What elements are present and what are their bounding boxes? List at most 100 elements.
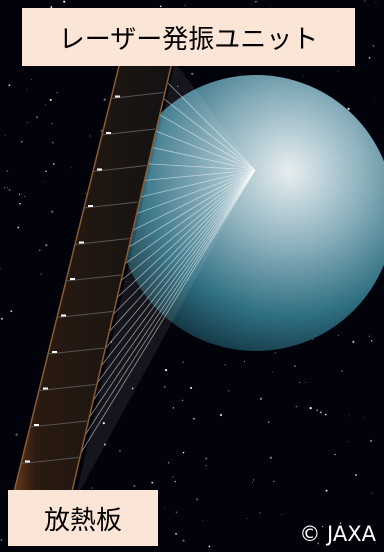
laser-beams: [54, 62, 256, 500]
star: [26, 121, 28, 123]
star: [112, 550, 114, 552]
segment-light: [115, 95, 120, 98]
star: [246, 518, 248, 519]
star: [182, 399, 184, 401]
top-label: レーザー発振ユニット: [22, 8, 355, 66]
segment-light: [43, 387, 48, 390]
star: [174, 532, 178, 535]
star: [56, 91, 58, 93]
star: [164, 368, 168, 372]
star: [49, 98, 52, 101]
beam: [136, 123, 256, 171]
star: [52, 163, 55, 165]
star: [89, 135, 91, 137]
star: [167, 462, 170, 464]
segment-light: [61, 314, 66, 317]
star: [316, 409, 318, 412]
star: [191, 72, 194, 75]
star: [244, 361, 246, 362]
star: [254, 0, 257, 3]
star: [281, 513, 283, 515]
beam: [89, 169, 256, 339]
star: [348, 415, 350, 417]
beam: [84, 169, 256, 359]
beam: [54, 169, 256, 496]
star: [30, 78, 32, 80]
star: [182, 451, 185, 454]
star: [51, 210, 54, 213]
star: [305, 381, 307, 383]
star: [251, 481, 253, 483]
segment-light: [79, 241, 84, 244]
star: [90, 487, 93, 489]
segment-light: [88, 205, 93, 207]
star: [347, 441, 349, 443]
star: [103, 98, 106, 101]
star: [354, 473, 357, 476]
star: [10, 310, 13, 313]
star: [303, 74, 305, 76]
beam: [110, 169, 256, 242]
beam: [67, 169, 256, 437]
beam: [106, 169, 256, 261]
star: [299, 382, 301, 384]
star: [295, 405, 298, 408]
star: [6, 170, 9, 172]
segment-light: [97, 168, 102, 171]
star: [227, 390, 230, 392]
star: [267, 421, 270, 423]
star: [182, 539, 185, 542]
star: [26, 88, 28, 90]
star: [294, 365, 296, 367]
star: [190, 386, 193, 389]
star: [202, 520, 204, 521]
star: [208, 545, 211, 548]
star: [42, 180, 44, 182]
star: [40, 273, 42, 275]
star: [325, 489, 328, 492]
star: [45, 244, 48, 247]
star: [125, 281, 127, 283]
star: [133, 484, 136, 487]
star: [8, 84, 11, 87]
star: [159, 5, 162, 8]
star: [50, 6, 53, 9]
star: [175, 511, 178, 514]
star: [324, 413, 327, 416]
segment-light: [34, 424, 39, 426]
star: [21, 140, 23, 143]
star: [368, 335, 370, 337]
star: [339, 522, 342, 524]
star: [334, 453, 336, 456]
star: [151, 481, 154, 484]
segment-line: [74, 238, 130, 245]
star: [269, 456, 273, 459]
segment-light: [106, 132, 111, 134]
beam: [124, 169, 256, 183]
segment-line: [20, 457, 79, 464]
star: [250, 3, 252, 5]
beam: [119, 169, 256, 203]
star: [17, 226, 20, 229]
star: [0, 268, 1, 270]
star: [317, 542, 320, 545]
segment-light: [25, 460, 30, 463]
segment-light: [52, 351, 57, 353]
star: [36, 116, 39, 119]
earth: [118, 75, 384, 351]
beam: [128, 162, 256, 171]
segment-line: [38, 384, 96, 391]
star: [172, 476, 174, 478]
star: [38, 249, 41, 252]
star: [375, 2, 377, 4]
beam: [71, 169, 256, 418]
star: [337, 335, 339, 336]
star: [364, 417, 366, 418]
segment-line: [29, 420, 88, 428]
star: [15, 433, 18, 436]
star: [103, 443, 106, 446]
star: [174, 480, 177, 483]
star: [44, 104, 47, 106]
star: [131, 387, 134, 390]
